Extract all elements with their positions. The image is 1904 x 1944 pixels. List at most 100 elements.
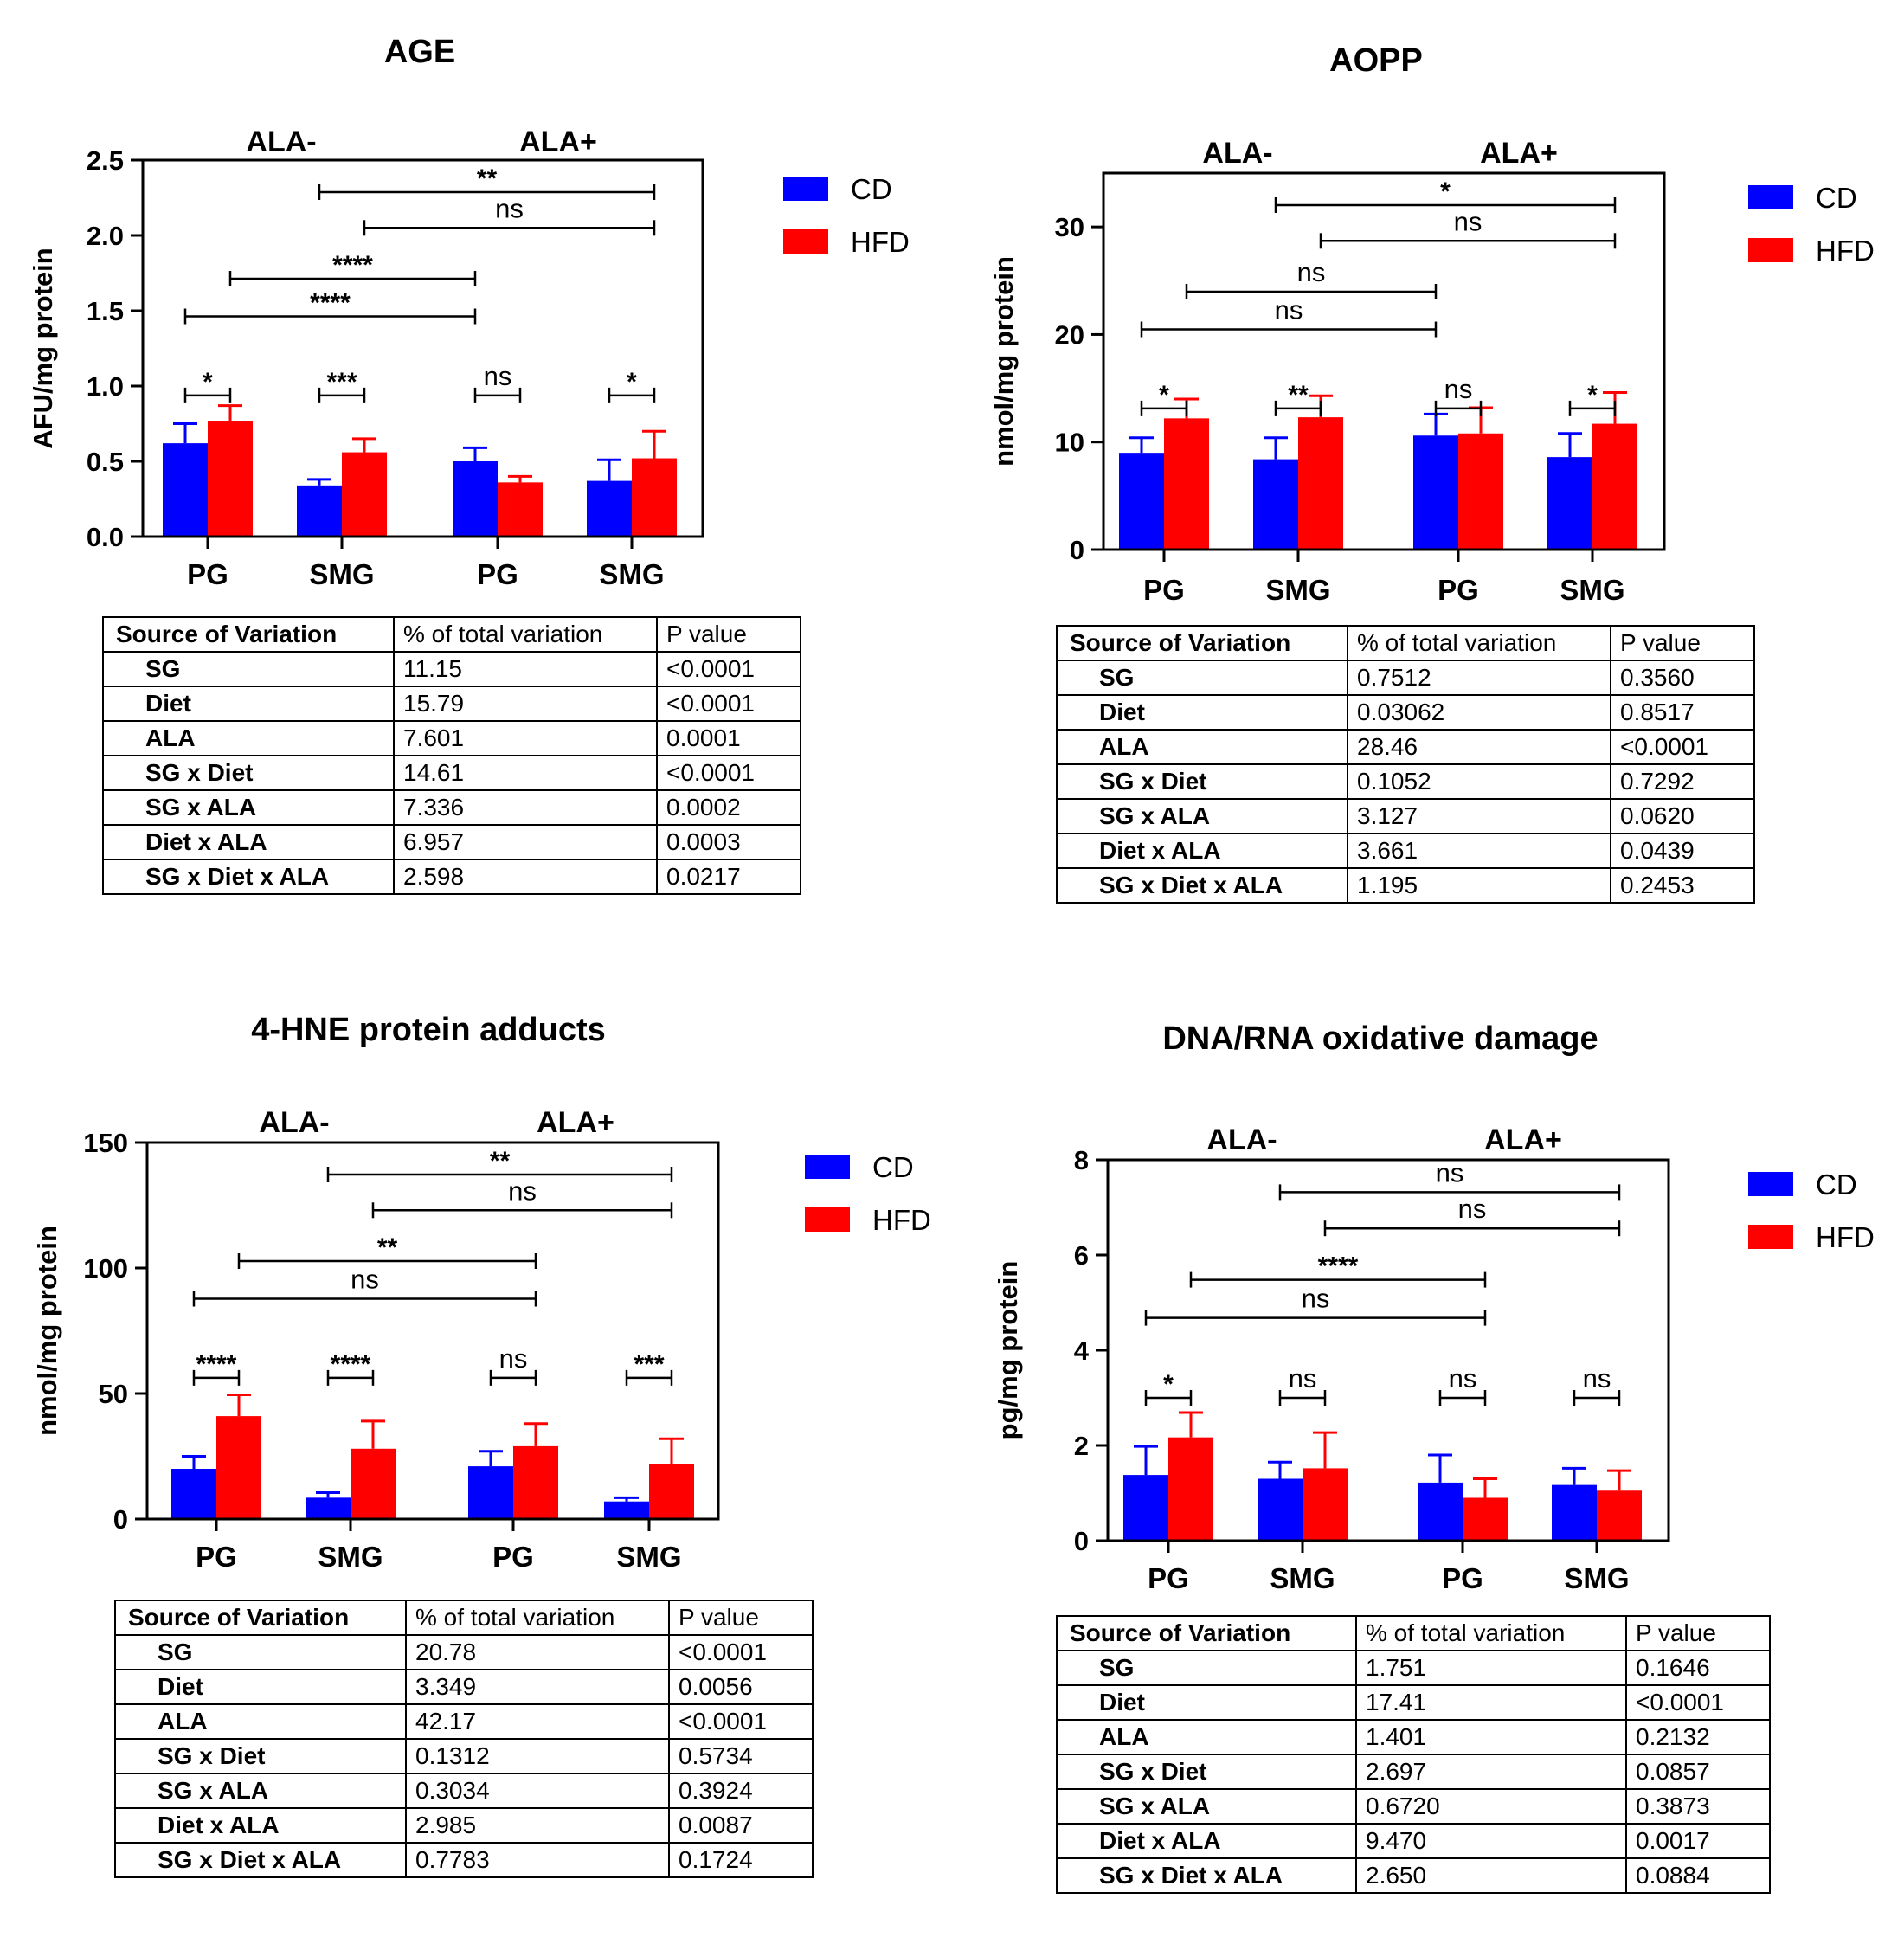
p-value-cell: <0.0001 <box>656 651 801 687</box>
source-cell: ALA <box>1056 1719 1357 1755</box>
group-label: ALA+ <box>519 126 597 158</box>
legend-swatch-cd <box>805 1155 850 1179</box>
x-tick-label: SMG <box>599 558 664 590</box>
variation-cell: 2.697 <box>1355 1754 1627 1790</box>
y-tick-label: 10 <box>1055 428 1084 458</box>
table-row: SG x ALA 3.127 0.0620 <box>1056 798 1755 834</box>
source-cell: SG x Diet <box>102 755 395 791</box>
p-value-cell: 0.0002 <box>656 789 801 826</box>
table-row: SG 11.15 <0.0001 <box>102 651 801 687</box>
bar-cd <box>587 480 632 537</box>
variation-cell: 2.650 <box>1355 1857 1627 1894</box>
source-cell: Diet x ALA <box>102 824 395 860</box>
variation-cell: 17.41 <box>1355 1684 1627 1721</box>
anova-table: Source of Variation% of total variation P… <box>1056 1615 1771 1894</box>
table-row: Diet 15.79 <0.0001 <box>102 686 801 722</box>
variation-cell: 20.78 <box>405 1634 670 1670</box>
source-cell: Diet <box>102 686 395 722</box>
group-label: ALA- <box>246 126 316 158</box>
group-label: ALA- <box>1206 1123 1277 1156</box>
bar-cd <box>1253 459 1298 550</box>
significance-label: * <box>1163 1370 1174 1399</box>
p-value-cell: 0.3873 <box>1625 1788 1771 1825</box>
y-tick-label: 2.0 <box>87 221 124 251</box>
source-cell: SG x Diet x ALA <box>1056 867 1348 904</box>
table-row: SG x ALA 0.6720 0.3873 <box>1056 1788 1771 1825</box>
p-value-cell: <0.0001 <box>656 686 801 722</box>
p-value-cell: <0.0001 <box>656 755 801 791</box>
x-tick-label: PG <box>1148 1562 1189 1594</box>
legend-label-hfd: HFD <box>851 226 910 258</box>
variation-cell: 3.127 <box>1347 798 1611 834</box>
p-value-cell: 0.0087 <box>668 1807 814 1844</box>
group-label: ALA+ <box>1480 137 1558 170</box>
p-value-cell: 0.0001 <box>656 720 801 756</box>
bar-hfd <box>498 482 543 537</box>
legend-label-cd: CD <box>1816 1168 1857 1201</box>
plot-frame <box>145 1141 720 1521</box>
legend-label-cd: CD <box>851 173 892 205</box>
significance-label: **** <box>331 1350 371 1379</box>
p-value-cell: 0.0003 <box>656 824 801 860</box>
source-cell: Diet <box>114 1669 407 1705</box>
source-cell: SG x Diet x ALA <box>102 859 395 895</box>
source-cell: SG <box>102 651 395 687</box>
bar-cd <box>1418 1482 1463 1541</box>
significance-label: **** <box>332 251 373 280</box>
bar-hfd <box>1592 423 1637 550</box>
bar-hfd <box>1597 1490 1642 1541</box>
significance-label: ns <box>1302 1284 1330 1314</box>
y-tick-label: 30 <box>1055 212 1084 242</box>
p-value-cell: <0.0001 <box>1625 1684 1771 1721</box>
table-row: SG x Diet 0.1312 0.5734 <box>114 1738 814 1774</box>
significance-label: ns <box>1297 257 1326 287</box>
table-row: SG x ALA 7.336 0.0002 <box>102 789 801 826</box>
table-header-cell: Source of Variation <box>1056 625 1348 661</box>
table-row: SG 20.78 <0.0001 <box>114 1634 814 1670</box>
p-value-cell: 0.3924 <box>668 1773 814 1809</box>
table-row: SG x Diet 14.61 <0.0001 <box>102 755 801 791</box>
variation-cell: 2.598 <box>393 859 658 895</box>
variation-cell: 7.601 <box>393 720 658 756</box>
p-value-cell: 0.8517 <box>1610 694 1755 731</box>
bar-hfd <box>632 458 677 537</box>
table-row: SG x Diet x ALA 2.598 0.0217 <box>102 859 801 895</box>
table-row: Diet 17.41 <0.0001 <box>1056 1684 1771 1721</box>
significance-label: ns <box>1275 295 1303 325</box>
legend-swatch-hfd <box>1748 238 1793 262</box>
y-tick-label: 0 <box>1074 1526 1089 1556</box>
table-header-cell: P value <box>1610 625 1755 661</box>
panel-dna-rna: DNA/RNA oxidative damage ALA- ALA+ pg/mg pr… <box>952 987 1904 1944</box>
p-value-cell: <0.0001 <box>668 1634 814 1670</box>
significance-label: ns <box>484 361 512 391</box>
bar-cd <box>306 1497 351 1519</box>
variation-cell: 3.349 <box>405 1669 670 1705</box>
significance-label: * <box>1587 381 1598 409</box>
table-header-cell: % of total variation <box>393 616 658 653</box>
significance-label: ns <box>1583 1363 1611 1394</box>
p-value-cell: 0.0620 <box>1610 798 1755 834</box>
source-cell: Diet x ALA <box>1056 833 1348 869</box>
bar-hfd <box>1164 418 1209 550</box>
table-row: ALA 28.46 <0.0001 <box>1056 729 1755 765</box>
source-cell: SG x Diet x ALA <box>114 1842 407 1878</box>
table-row: ALA 7.601 0.0001 <box>102 720 801 756</box>
y-tick-label: 1.5 <box>87 296 124 326</box>
p-value-cell: 0.0217 <box>656 859 801 895</box>
table-row: Diet x ALA 9.470 0.0017 <box>1056 1823 1771 1859</box>
significance-label: ns <box>1436 1157 1464 1188</box>
y-tick-label: 6 <box>1074 1240 1089 1271</box>
group-label: ALA- <box>1202 137 1272 170</box>
table-row: SG x Diet x ALA 0.7783 0.1724 <box>114 1842 814 1878</box>
bar-cd <box>468 1466 513 1519</box>
bar-cd <box>1123 1475 1168 1541</box>
variation-cell: 0.7512 <box>1347 660 1611 696</box>
x-tick-label: SMG <box>318 1541 383 1573</box>
panel-aopp: AOPP ALA- ALA+ nmol/mg protein PG SMG PG SMG 0 10… <box>952 9 1904 966</box>
y-tick-label: 2 <box>1074 1431 1089 1461</box>
panel-4hne: 4-HNE protein adducts ALA- ALA+ nmol/mg pro… <box>9 978 961 1935</box>
table-row: Diet x ALA 2.985 0.0087 <box>114 1807 814 1844</box>
source-cell: SG x Diet <box>1056 1754 1357 1790</box>
table-header-cell: P value <box>656 616 801 653</box>
source-cell: SG <box>114 1634 407 1670</box>
